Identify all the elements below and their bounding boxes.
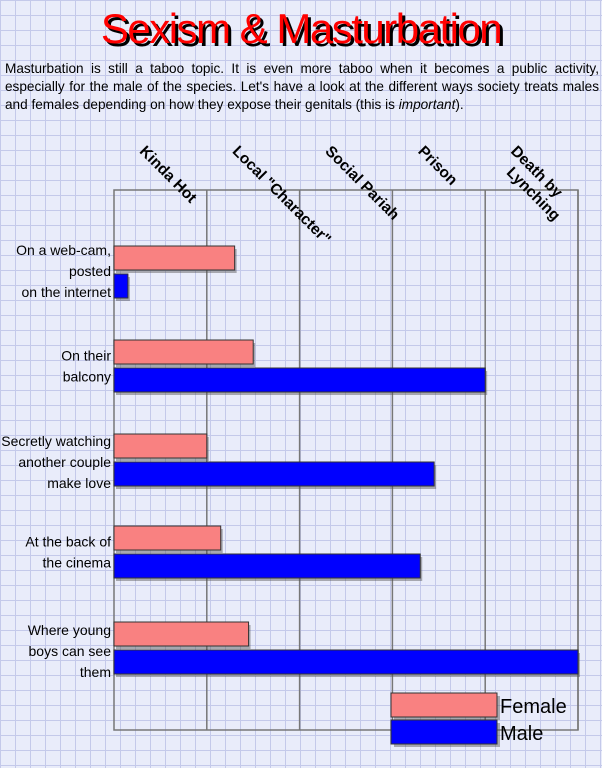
intro-end: ). <box>455 97 464 112</box>
category-label: Where young boys can see them <box>28 622 111 680</box>
bar-male <box>113 461 435 487</box>
intro-text: Masturbation is still a taboo topic. It … <box>5 61 599 112</box>
category-label-line: On a web-cam, <box>16 242 111 258</box>
category-label: Secretly watching another couple make love <box>1 433 111 491</box>
category-label: At the back of the cinema <box>25 534 111 571</box>
category-label-line: another couple <box>18 454 111 470</box>
scale-label-line: Prison <box>414 143 460 189</box>
scale-label-line: Social Pariah <box>322 143 403 224</box>
chart-title: Sexism & Masturbation <box>100 5 503 52</box>
bar-male <box>113 649 579 675</box>
legend-label-male: Male <box>500 723 543 745</box>
legend-label-female: Female <box>500 696 567 718</box>
legend-swatch-male <box>390 719 498 745</box>
legend-swatch-female <box>390 692 498 718</box>
scale-label: Death byLynching <box>494 143 576 225</box>
intro-paragraph: Masturbation is still a taboo topic. It … <box>5 60 599 114</box>
scale-label-line: Kinda Hot <box>136 143 200 207</box>
bar-male <box>113 273 129 299</box>
category-label-line: make love <box>47 475 111 491</box>
category-label-line: At the back of <box>25 534 111 550</box>
category-label-line: balcony <box>63 369 111 385</box>
category-label-line: Secretly watching <box>1 433 111 449</box>
bar-female <box>113 245 236 271</box>
bar-female <box>113 339 254 365</box>
category-label-line: On their <box>61 348 111 364</box>
bar-female <box>113 525 222 551</box>
intro-emphasis: important <box>398 97 456 112</box>
bar-female <box>113 433 208 459</box>
scale-label: Local "Character" <box>229 143 334 248</box>
scale-label-line: Local "Character" <box>229 143 334 248</box>
category-label-line: them <box>80 664 111 680</box>
scale-label: Social Pariah <box>322 143 403 224</box>
scale-label: Prison <box>414 143 460 189</box>
category-label-line: boys can see <box>29 643 112 659</box>
category-label-line: on the internet <box>21 284 111 300</box>
category-label-line: posted <box>69 263 111 279</box>
bar-female <box>113 621 250 647</box>
bar-male <box>113 367 486 393</box>
bar-male <box>113 553 421 579</box>
category-label: On their balcony <box>61 348 111 385</box>
scale-label: Kinda Hot <box>136 143 200 207</box>
category-label-line: Where young <box>28 622 111 638</box>
category-label: On a web-cam, posted on the internet <box>16 242 111 300</box>
category-label-line: the cinema <box>43 555 112 571</box>
